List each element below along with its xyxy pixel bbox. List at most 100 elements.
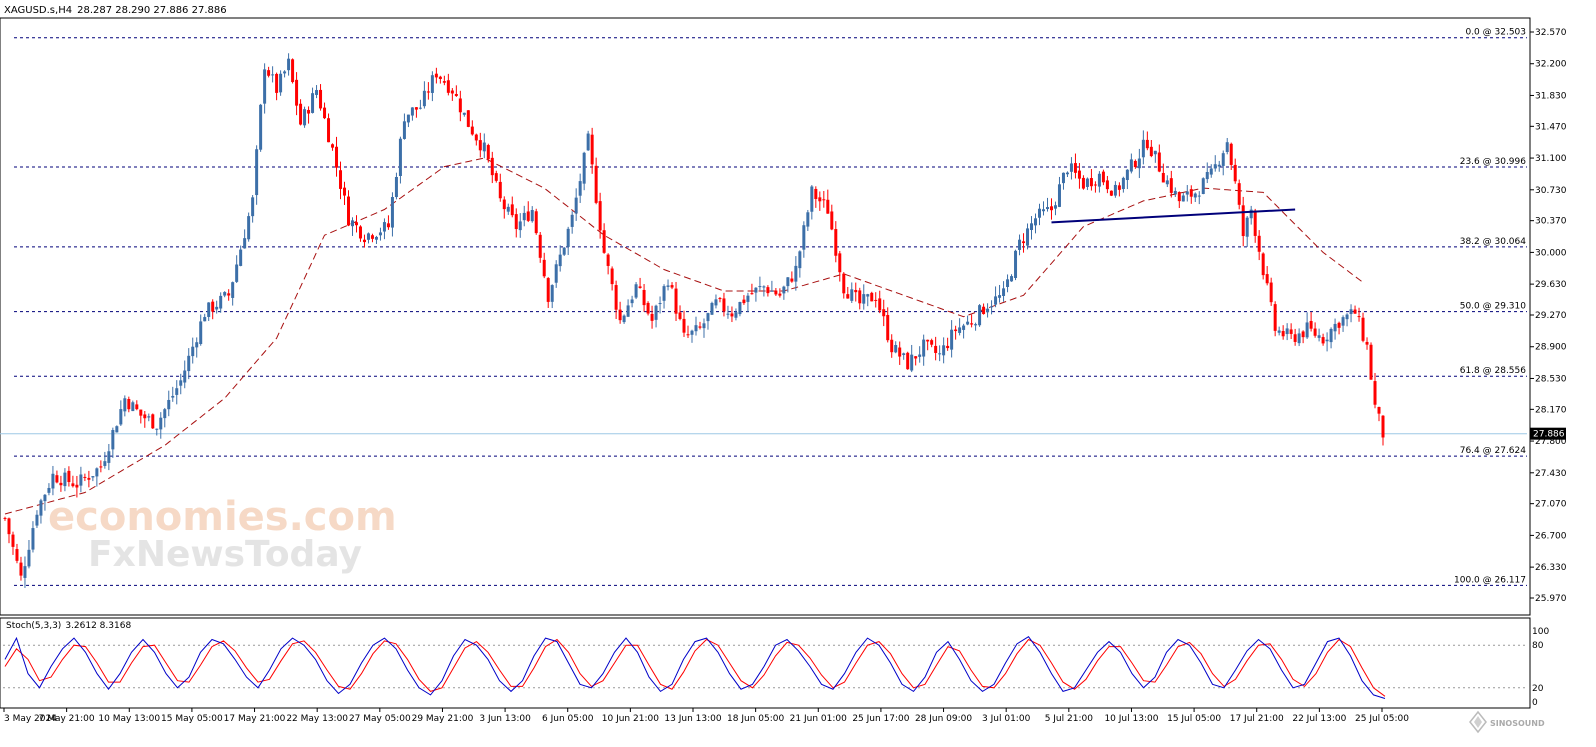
candle-bull xyxy=(163,409,167,419)
candle-bull xyxy=(1225,142,1229,152)
candle-bear xyxy=(83,476,87,478)
time-tick-label: 25 Jul 05:00 xyxy=(1355,714,1409,724)
price-tick-label: 27.430 xyxy=(1535,469,1567,479)
candle-bear xyxy=(446,80,450,93)
candle-bull xyxy=(1129,159,1133,172)
candle-bull xyxy=(1125,169,1129,181)
candle-bull xyxy=(582,152,586,184)
candle-bull xyxy=(79,474,83,486)
candle-bull xyxy=(406,114,410,123)
candle-bear xyxy=(1281,331,1285,337)
candle-bear xyxy=(386,223,390,228)
time-tick-label: 21 Jun 01:00 xyxy=(790,714,847,724)
stoch-label: Stoch(5,3,3) 3.2612 8.3168 xyxy=(6,621,131,631)
candle-bull xyxy=(566,228,570,247)
candle-bull xyxy=(990,306,994,308)
time-tick-label: 13 Jun 13:00 xyxy=(664,714,721,724)
candle-bear xyxy=(1101,171,1105,183)
candle-bear xyxy=(602,230,606,253)
price-tick-label: 25.970 xyxy=(1535,594,1567,604)
candle-bull xyxy=(1034,218,1038,226)
candle-bull xyxy=(506,206,510,212)
candle-bull xyxy=(430,75,434,93)
candle-bull xyxy=(235,264,239,282)
candle-bull xyxy=(410,107,414,116)
candle-bull xyxy=(1245,217,1249,237)
candle-bear xyxy=(498,181,502,199)
trendline[interactable] xyxy=(1051,208,1296,224)
candle-bear xyxy=(474,134,478,141)
candle-bear xyxy=(538,234,542,258)
candle-bull xyxy=(694,325,698,332)
candle-bull xyxy=(962,325,966,330)
candle-bull xyxy=(1305,322,1309,338)
candle-bull xyxy=(1038,208,1041,218)
symbol-text: XAGUSD.s,H4 xyxy=(4,5,72,16)
candle-bear xyxy=(670,285,674,288)
candle-bull xyxy=(942,345,946,356)
candle-bull xyxy=(586,133,590,151)
candle-bear xyxy=(458,98,462,113)
candle-bull xyxy=(43,494,47,502)
candle-bull xyxy=(1213,164,1217,169)
time-tick-label: 17 Jul 21:00 xyxy=(1230,714,1284,724)
candle-bull xyxy=(131,402,135,412)
candle-bear xyxy=(354,222,358,226)
candle-bear xyxy=(15,549,19,561)
candle-bear xyxy=(1157,152,1161,172)
fib-label: 0.0 @ 32.503 xyxy=(1465,28,1526,38)
sinosound-logo: SINOSOUND xyxy=(1469,710,1545,734)
candle-bear xyxy=(818,197,822,202)
candle-bull xyxy=(107,451,111,463)
candle-bull xyxy=(31,528,35,550)
candle-bull xyxy=(315,90,319,95)
candle-bull xyxy=(1297,333,1301,344)
candle-bull xyxy=(738,302,742,315)
candle-bear xyxy=(674,288,678,314)
candle-bull xyxy=(786,277,790,287)
candle-bull xyxy=(522,212,526,221)
candle-bull xyxy=(1217,164,1221,167)
candle-bull xyxy=(183,370,187,383)
candle-bear xyxy=(343,187,347,196)
candle-bull xyxy=(654,305,658,320)
candle-bull xyxy=(1249,209,1253,219)
candle-bull xyxy=(1065,172,1069,175)
candle-bull xyxy=(418,107,422,109)
candle-bull xyxy=(1014,250,1018,278)
candle-bull xyxy=(630,299,634,304)
candle-bull xyxy=(690,330,694,335)
candle-bear xyxy=(830,211,834,230)
time-tick-label: 25 Jun 17:00 xyxy=(852,714,909,724)
candle-bull xyxy=(554,264,558,283)
trendline-segment[interactable] xyxy=(1051,208,1296,224)
candle-bull xyxy=(862,294,866,304)
candle-bull xyxy=(123,398,127,412)
candle-bear xyxy=(347,196,350,226)
candle-bull xyxy=(1201,178,1205,195)
ohlc-text: 28.287 28.290 27.886 27.886 xyxy=(77,5,227,16)
stoch-scale-label: 20 xyxy=(1532,684,1544,694)
candle-bull xyxy=(754,287,758,293)
candle-bull xyxy=(47,487,51,493)
candle-bear xyxy=(526,211,530,221)
candle-bear xyxy=(426,91,430,93)
candle-bear xyxy=(1133,160,1137,168)
candle-bull xyxy=(374,236,378,240)
candle-bear xyxy=(542,259,546,277)
candle-bear xyxy=(7,518,11,535)
fib-label: 76.4 @ 27.624 xyxy=(1460,446,1527,456)
candle-bear xyxy=(1273,304,1277,331)
candle-bull xyxy=(1193,193,1197,198)
candle-bull xyxy=(634,284,638,298)
candle-bear xyxy=(1241,205,1245,237)
time-tick-label: 5 Jul 21:00 xyxy=(1045,714,1094,724)
watermark-fxnewstoday: FxNewsToday xyxy=(88,534,362,575)
candle-bull xyxy=(762,286,766,288)
sinosound-text: SINOSOUND xyxy=(1490,719,1545,728)
candle-bull xyxy=(1345,314,1349,320)
candle-bear xyxy=(1313,328,1317,336)
candle-bull xyxy=(1057,184,1061,207)
